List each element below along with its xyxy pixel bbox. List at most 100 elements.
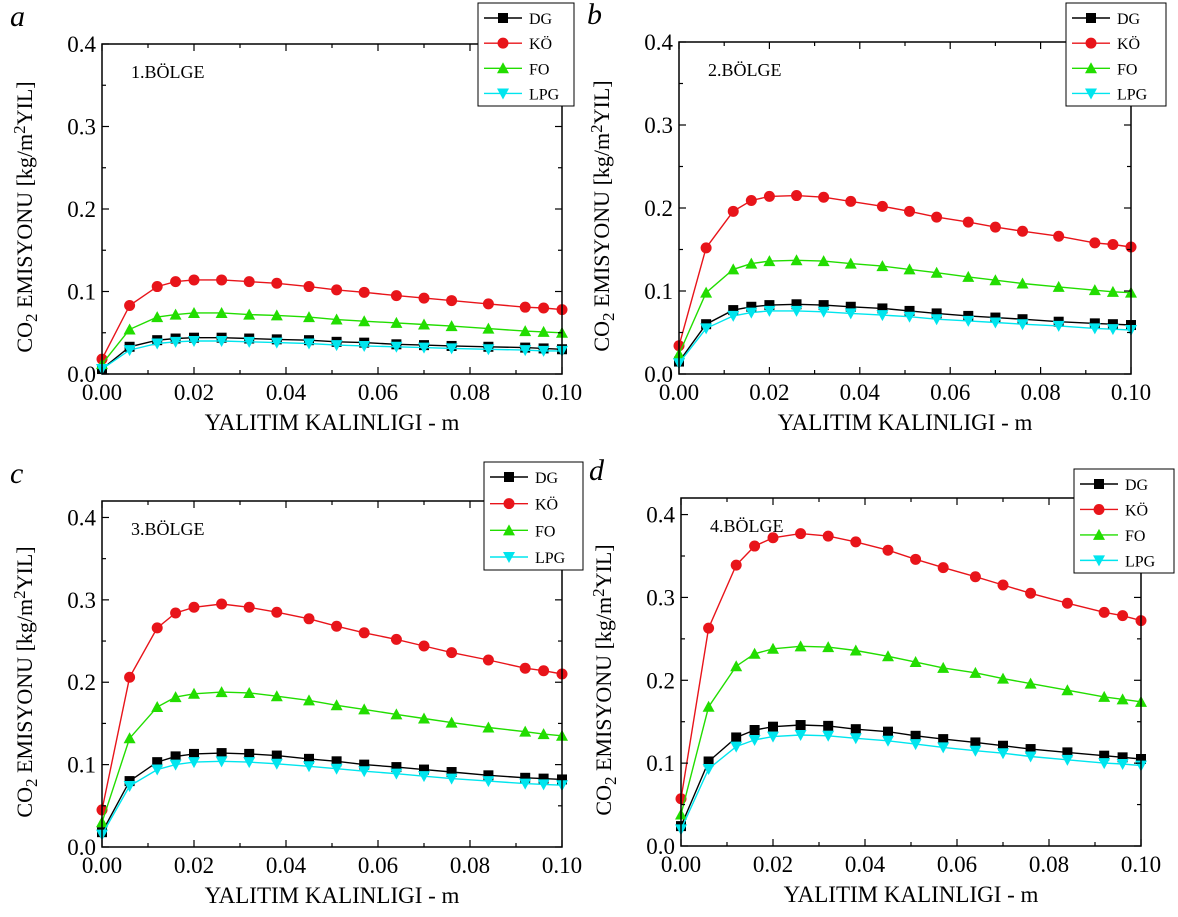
data-point-LPG xyxy=(390,768,403,780)
data-point-FO xyxy=(445,716,458,728)
data-point-KÖ xyxy=(331,284,343,296)
data-point-LPG xyxy=(358,766,371,778)
x-tick-label: 0.02 xyxy=(174,380,214,405)
data-point-DG xyxy=(764,300,775,311)
data-point-LPG xyxy=(727,310,740,322)
legend-marker xyxy=(1085,37,1097,49)
data-point-FO xyxy=(519,325,532,337)
y-axis-title-part: YIL] xyxy=(591,544,616,588)
data-point-DG xyxy=(419,764,429,775)
legend-entry-KÖ: KÖ xyxy=(484,35,552,53)
data-point-KÖ xyxy=(519,662,531,674)
y-tick-label: 0.3 xyxy=(644,113,673,138)
legend-frame xyxy=(477,2,575,107)
data-point-FO xyxy=(390,316,403,328)
data-point-LPG xyxy=(188,336,200,347)
data-point-KÖ xyxy=(745,195,757,207)
y-axis-title-part: 2 xyxy=(589,588,608,597)
data-point-DG xyxy=(271,750,282,761)
data-point-LPG xyxy=(270,758,283,770)
data-point-LPG xyxy=(330,340,343,352)
data-point-KÖ xyxy=(730,559,742,571)
data-point-LPG xyxy=(930,314,943,326)
data-point-KÖ xyxy=(418,640,430,652)
region-label: 2.BÖLGE xyxy=(708,60,782,80)
data-point-FO xyxy=(822,641,835,653)
data-point-KÖ xyxy=(1089,237,1101,249)
region-label: 1.BÖLGE xyxy=(131,62,205,82)
data-point-FO xyxy=(702,700,715,712)
x-tick-label: 0.02 xyxy=(753,852,793,877)
y-tick-label: 0.4 xyxy=(644,30,673,55)
data-point-FO xyxy=(123,323,136,335)
data-point-LPG xyxy=(519,778,532,790)
data-point-LPG xyxy=(849,733,862,745)
x-tick-label: 0.10 xyxy=(1121,852,1161,877)
data-point-FO xyxy=(358,703,371,715)
x-tick-label: 0.00 xyxy=(661,852,701,877)
data-point-DG xyxy=(1062,747,1073,758)
data-point-DG xyxy=(1117,752,1128,763)
panel-c: c 0.00 0.02 0.04 0.06 0.08 0.10 0.0 0.1 0.2 0.3 0.4… xyxy=(10,457,584,908)
data-point-FO xyxy=(270,309,283,321)
data-point-LPG xyxy=(303,761,315,773)
data-point-FO xyxy=(215,686,228,698)
data-point-FO xyxy=(909,656,922,668)
legend-label: LPG xyxy=(1117,86,1148,103)
data-point-KÖ xyxy=(418,292,430,304)
series-FO xyxy=(675,640,1147,820)
data-point-LPG xyxy=(215,756,228,768)
data-point-DG xyxy=(244,748,255,759)
region-label: 3.BÖLGE xyxy=(131,519,205,539)
data-point-LPG xyxy=(989,317,1002,329)
data-point-LPG xyxy=(330,763,343,775)
data-point-FO xyxy=(794,640,807,652)
legend-marker xyxy=(503,524,515,536)
data-point-FO xyxy=(989,274,1002,286)
data-point-KÖ xyxy=(216,598,228,610)
data-point-KÖ xyxy=(876,200,888,212)
legend-marker xyxy=(1093,555,1105,567)
y-axis-title-part: CO xyxy=(589,321,614,352)
data-point-KÖ xyxy=(358,627,370,639)
data-point-KÖ xyxy=(795,528,807,540)
data-point-KÖ xyxy=(1017,225,1029,237)
legend-marker xyxy=(1085,62,1097,74)
data-point-KÖ xyxy=(271,277,283,289)
data-point-FO xyxy=(1052,280,1065,292)
data-point-FO xyxy=(358,315,371,327)
series-LPG xyxy=(96,756,568,841)
data-point-DG xyxy=(1099,750,1110,761)
legend-entry-FO: FO xyxy=(484,61,549,78)
y-axis-title-part: 2 xyxy=(22,779,41,788)
data-point-DG xyxy=(304,753,314,764)
data-point-KÖ xyxy=(188,601,200,613)
data-point-LPG xyxy=(1016,319,1029,331)
data-point-FO xyxy=(537,325,550,337)
panel-b: b 0.00 0.02 0.04 0.06 0.08 0.10 0.0 0.1 0.2 0.3 0.4… xyxy=(587,0,1167,435)
data-point-LPG xyxy=(537,345,550,357)
data-point-LPG xyxy=(876,310,889,322)
data-point-LPG xyxy=(151,764,164,776)
y-axis-title-part: 2 xyxy=(587,124,606,133)
data-point-DG xyxy=(216,748,227,759)
legend-marker xyxy=(1085,88,1097,100)
legend-entry-DG: DG xyxy=(1080,477,1149,494)
legend-marker xyxy=(497,88,509,100)
data-point-DG xyxy=(938,734,949,745)
data-point-FO xyxy=(930,266,943,278)
legend-label: FO xyxy=(529,61,549,78)
series-line-LPG xyxy=(101,760,563,835)
legend-entry-KÖ: KÖ xyxy=(490,496,558,514)
legend-marker xyxy=(503,552,515,563)
data-point-LPG xyxy=(937,742,950,754)
data-point-FO xyxy=(418,318,430,330)
y-axis-title: CO2 EMISYONU [kg/m2YIL] xyxy=(589,544,620,815)
data-point-FO xyxy=(767,642,779,654)
data-point-DG xyxy=(883,726,893,737)
data-point-LPG xyxy=(1061,754,1074,766)
y-axis-title: CO2 EMISYONU [kg/m2YIL] xyxy=(587,80,618,351)
x-tick-label: 0.08 xyxy=(1020,380,1060,405)
series-KÖ xyxy=(675,528,1147,805)
legend-marker xyxy=(498,13,508,23)
